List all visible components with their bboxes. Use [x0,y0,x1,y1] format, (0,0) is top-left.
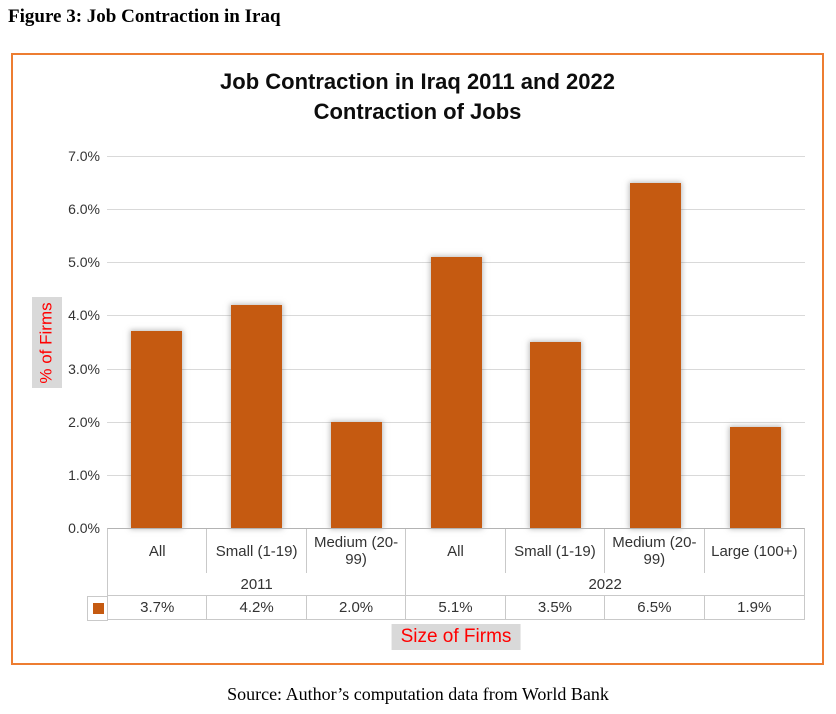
y-tick-label: 1.0% [68,466,100,483]
y-axis-title: % of Firms [32,297,62,388]
figure-caption: Figure 3: Job Contraction in Iraq [8,6,281,27]
y-tick-label: 4.0% [68,307,100,324]
chart-subtitle: Contraction of Jobs [313,99,522,124]
source-note: Source: Author’s computation data from W… [227,684,609,704]
bar-small-1-19 [231,304,283,528]
y-tick-label: 6.0% [68,201,100,218]
chart-frame: Job Contraction in Iraq 2011 and 2022 Co… [11,53,824,665]
category-cell: All [108,529,208,573]
plot-area [107,156,805,528]
y-tick-label: 0.0% [68,520,100,536]
category-cell: Large (100+) [711,542,798,560]
year-group-row: 2011 2022 [108,573,804,595]
value-cell: 2.0% [307,596,407,619]
category-cell: Medium (20-99) [605,529,705,573]
gridline [107,156,805,157]
x-axis-title-text: Size of Firms [400,626,512,647]
y-tick-label: 2.0% [68,413,100,430]
bar-medium-20-99 [330,421,382,528]
category-row: All Small (1-19) Medium (20-99) All Small (1… [108,529,804,573]
bar-medium-20-99 [629,182,681,528]
value-cell: 4.2% [207,596,307,619]
y-tick-label: 7.0% [68,148,100,164]
value-cell: 6.5% [605,596,705,619]
legend-swatch [92,603,104,614]
bar-all [131,331,183,528]
value-row: 3.7% 4.2% 2.0% 5.1% 3.5% 6.5% 1.9% [108,595,804,619]
category-cell: Medium (20-99) [307,529,407,573]
value-cell: 5.1% [406,596,506,619]
category-cell: All [406,529,506,573]
y-tick-label: 3.0% [68,360,100,377]
bar-small-1-19 [530,342,582,528]
year-group-cell: 2022 [588,575,622,593]
chart-title: Job Contraction in Iraq 2011 and 2022 [220,69,615,94]
legend-marker-cell [87,596,108,621]
bar-all [430,257,482,528]
bar-large-100 [729,427,781,528]
chart-data-table: All Small (1-19) Medium (20-99) All Small (1… [87,528,805,621]
y-tick-label: 5.0% [68,254,100,271]
category-cell: Small (1-19) [506,529,606,573]
year-group-cell: 2011 [108,573,407,595]
gridline [107,209,805,211]
value-cell: 1.9% [737,599,772,616]
value-cell: 3.5% [506,596,606,619]
value-cell: 3.7% [108,596,208,619]
x-axis-title: Size of Firms [391,624,521,650]
category-cell: Small (1-19) [207,529,307,573]
